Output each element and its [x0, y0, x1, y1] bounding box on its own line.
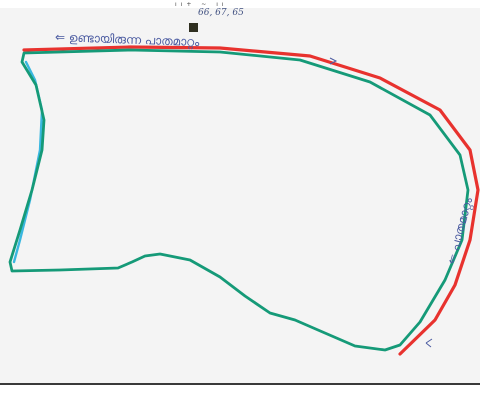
black-marker-square	[189, 23, 198, 32]
bottom-margin	[0, 385, 480, 394]
handwritten-code: 66, 67, 65	[198, 8, 244, 18]
top-margin	[0, 0, 480, 8]
arrow-mark-top	[329, 57, 338, 65]
arrow-mark-bottom	[425, 338, 433, 348]
red-boundary-line	[22, 45, 480, 356]
blue-boundary-line	[12, 60, 44, 264]
teal-boundary-line	[8, 48, 470, 352]
header-scribble: ıı+ ~ ıı	[175, 1, 228, 8]
bottom-divider	[0, 383, 480, 385]
